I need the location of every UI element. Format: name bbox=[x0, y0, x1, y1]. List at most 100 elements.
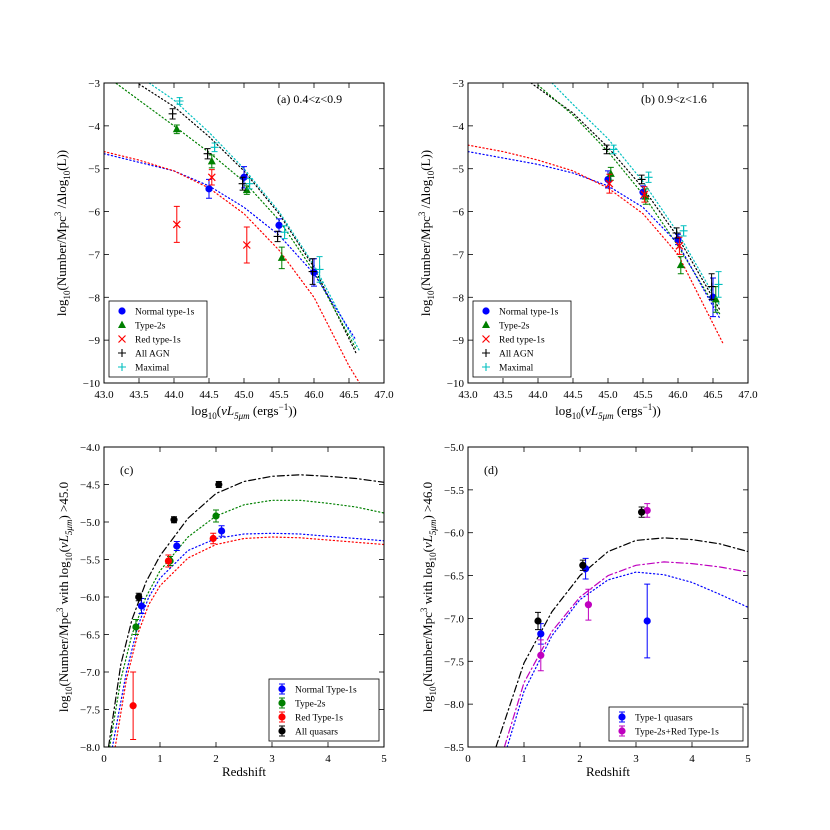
panel-annotation: (b) 0.9<z<1.6 bbox=[641, 92, 707, 106]
model-curve-blue bbox=[104, 153, 357, 341]
y-tick-label: −4.5 bbox=[80, 480, 100, 492]
data-point-type-2s bbox=[242, 185, 251, 194]
model-curve-black bbox=[495, 537, 748, 747]
legend-label: Type-2s bbox=[295, 700, 326, 710]
data-point-all-quasars bbox=[170, 516, 178, 524]
x-tick-label: 2 bbox=[577, 753, 583, 765]
data-point-type-1-quasars bbox=[537, 630, 545, 638]
y-tick-label: −6.0 bbox=[444, 528, 464, 540]
y-tick-label: −3 bbox=[452, 78, 464, 90]
model-curve-red bbox=[104, 151, 361, 383]
model-curve-black bbox=[530, 83, 721, 311]
legend-swatch bbox=[118, 363, 126, 371]
y-tick-label: −8.0 bbox=[444, 699, 464, 711]
legend-label: Red type-1s bbox=[135, 336, 181, 346]
data-point-type-2s bbox=[277, 253, 286, 261]
x-tick-label: 46.5 bbox=[703, 389, 723, 401]
data-point-red-type-1s bbox=[209, 534, 217, 543]
data-point-red-type-1s bbox=[129, 702, 137, 710]
data-point-all-agn bbox=[637, 175, 646, 184]
legend-swatch bbox=[482, 349, 490, 357]
x-tick-label: 45.5 bbox=[269, 389, 289, 401]
x-tick-label: 5 bbox=[381, 753, 387, 765]
data-point-red-type-1s bbox=[640, 190, 649, 199]
data-point-normal-type-1s bbox=[137, 602, 146, 610]
x-tick-label: 45.0 bbox=[598, 389, 618, 401]
data-points bbox=[168, 97, 324, 287]
data-point-red-type-1s bbox=[605, 179, 614, 188]
chart-panel-d: 0 1 2 3 4 5 −8.5 −8.0 −7.5 −7.0 −6.5 −6.0 −5.5 −5.0 Re… bbox=[419, 442, 751, 779]
y-axis-label: log10(Number/Mpc3 /Δlog10(L)) bbox=[53, 150, 72, 316]
y-tick-label: −8 bbox=[452, 292, 464, 304]
y-axis-label: log10(Number/Mpc3 /Δlog10(L)) bbox=[417, 150, 436, 316]
data-point-type-1-quasars bbox=[643, 617, 651, 625]
x-tick-label: 47.0 bbox=[374, 389, 394, 401]
legend-swatch bbox=[618, 713, 626, 721]
legend-box bbox=[608, 706, 744, 742]
data-point-normal-type-1s bbox=[275, 221, 283, 229]
legend-swatch bbox=[278, 713, 286, 721]
x-tick-label: 44.0 bbox=[164, 389, 184, 401]
model-curve-cyan bbox=[551, 83, 721, 307]
data-point-type-2s bbox=[207, 157, 216, 165]
legend-label: Red Type-1s bbox=[295, 714, 343, 724]
model-curve-blue bbox=[506, 571, 748, 747]
legend-swatch bbox=[118, 307, 126, 315]
x-tick-label: 45.5 bbox=[633, 389, 653, 401]
y-tick-label: −4 bbox=[88, 121, 100, 133]
x-tick-label: 45.0 bbox=[234, 389, 254, 401]
x-tick-label: 5 bbox=[745, 753, 751, 765]
x-tick-label: 43.0 bbox=[458, 389, 478, 401]
data-point-all bbox=[638, 508, 646, 516]
legend-swatch bbox=[118, 349, 126, 357]
data-point-type-2s-red-type-1s bbox=[643, 506, 651, 515]
y-tick-label: −6.0 bbox=[80, 592, 100, 604]
legend-label: Type-2s bbox=[499, 322, 530, 332]
x-tick-label: 46.0 bbox=[304, 389, 324, 401]
y-tick-label: −4.0 bbox=[80, 442, 100, 454]
x-axis-label: Redshift bbox=[222, 764, 266, 779]
y-tick-label: −7 bbox=[452, 249, 464, 261]
legend-label: Red type-1s bbox=[499, 336, 545, 346]
data-point-type-2s bbox=[606, 169, 615, 177]
x-tick-label: 43.5 bbox=[493, 389, 513, 401]
y-tick-label: −5.5 bbox=[444, 485, 464, 497]
data-point-all bbox=[579, 561, 587, 569]
data-point-type-2s-red-type-1s bbox=[584, 601, 593, 609]
x-tick-label: 0 bbox=[101, 753, 107, 765]
data-point-red-type-1s bbox=[675, 241, 684, 250]
data-point-all-agn bbox=[308, 267, 317, 276]
legend-swatch bbox=[278, 685, 286, 693]
x-axis-label: Redshift bbox=[586, 764, 630, 779]
data-point-all-agn bbox=[238, 179, 247, 188]
x-tick-label: 43.0 bbox=[94, 389, 114, 401]
y-tick-label: −5.0 bbox=[444, 442, 464, 454]
legend-swatch bbox=[118, 335, 126, 343]
y-tick-label: −6 bbox=[452, 207, 464, 219]
x-tick-label: 1 bbox=[521, 753, 527, 765]
data-point-all-agn bbox=[707, 282, 716, 291]
y-tick-label: −8 bbox=[88, 292, 100, 304]
x-tick-label: 44.0 bbox=[528, 389, 548, 401]
data-points bbox=[602, 144, 723, 318]
x-tick-label: 2 bbox=[213, 753, 219, 765]
data-point-maximal bbox=[679, 226, 688, 235]
data-point-type-2s bbox=[172, 124, 181, 133]
data-point-all-quasars bbox=[215, 480, 223, 489]
legend-label: Normal type-1s bbox=[135, 308, 195, 318]
legend: Normal type-1s Type-2s Red type-1s All AGN M… bbox=[108, 300, 208, 378]
legend-label: Normal type-1s bbox=[499, 308, 559, 318]
y-tick-label: −8.0 bbox=[80, 742, 100, 754]
panel-annotation: (d) bbox=[484, 463, 498, 477]
data-point-maximal bbox=[175, 97, 184, 105]
data-points bbox=[534, 503, 651, 672]
x-tick-label: 44.5 bbox=[563, 389, 583, 401]
legend-swatch bbox=[482, 320, 490, 328]
data-point-maximal bbox=[714, 280, 723, 289]
y-tick-label: −5.0 bbox=[80, 517, 100, 529]
legend-swatch bbox=[482, 363, 490, 371]
legend: Normal type-1s Type-2s Red type-1s All AGN M… bbox=[472, 300, 572, 378]
legend-box bbox=[268, 678, 380, 742]
y-tick-label: −5 bbox=[88, 164, 100, 176]
legend-swatch bbox=[482, 307, 490, 315]
